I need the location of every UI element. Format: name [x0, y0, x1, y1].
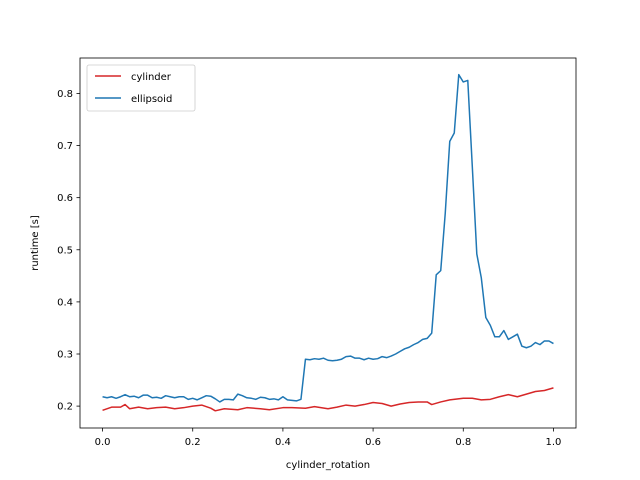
x-tick-label: 0.0	[95, 437, 111, 448]
x-axis-label: cylinder_rotation	[286, 460, 370, 471]
series-line-ellipsoid	[102, 73, 554, 403]
y-tick-label: 0.8	[57, 89, 73, 100]
y-tick-label: 0.5	[57, 245, 73, 256]
x-tick-label: 0.8	[455, 437, 471, 448]
y-tick-label: 0.3	[57, 350, 73, 361]
x-axis-ticks: 0.0 0.2 0.4 0.6 0.8 1.0	[95, 428, 562, 448]
x-tick-label: 0.6	[365, 437, 381, 448]
x-tick-label: 0.4	[275, 437, 291, 448]
y-tick-label: 0.6	[57, 193, 73, 204]
y-tick-label: 0.7	[57, 141, 73, 152]
plot-area	[80, 58, 576, 428]
series-line-cylinder	[102, 387, 554, 412]
legend-label-ellipsoid: ellipsoid	[131, 94, 172, 105]
series-layer	[102, 73, 554, 412]
y-tick-label: 0.4	[57, 297, 73, 308]
x-tick-label: 0.2	[185, 437, 201, 448]
y-axis-label: runtime [s]	[30, 215, 41, 271]
y-axis-ticks: 0.2 0.3 0.4 0.5 0.6 0.7 0.8	[57, 89, 80, 413]
plot-frame	[79, 57, 577, 429]
y-tick-label: 0.2	[57, 402, 73, 413]
x-tick-label: 1.0	[546, 437, 562, 448]
legend: cylinder ellipsoid	[86, 64, 196, 112]
legend-label-cylinder: cylinder	[131, 72, 172, 83]
